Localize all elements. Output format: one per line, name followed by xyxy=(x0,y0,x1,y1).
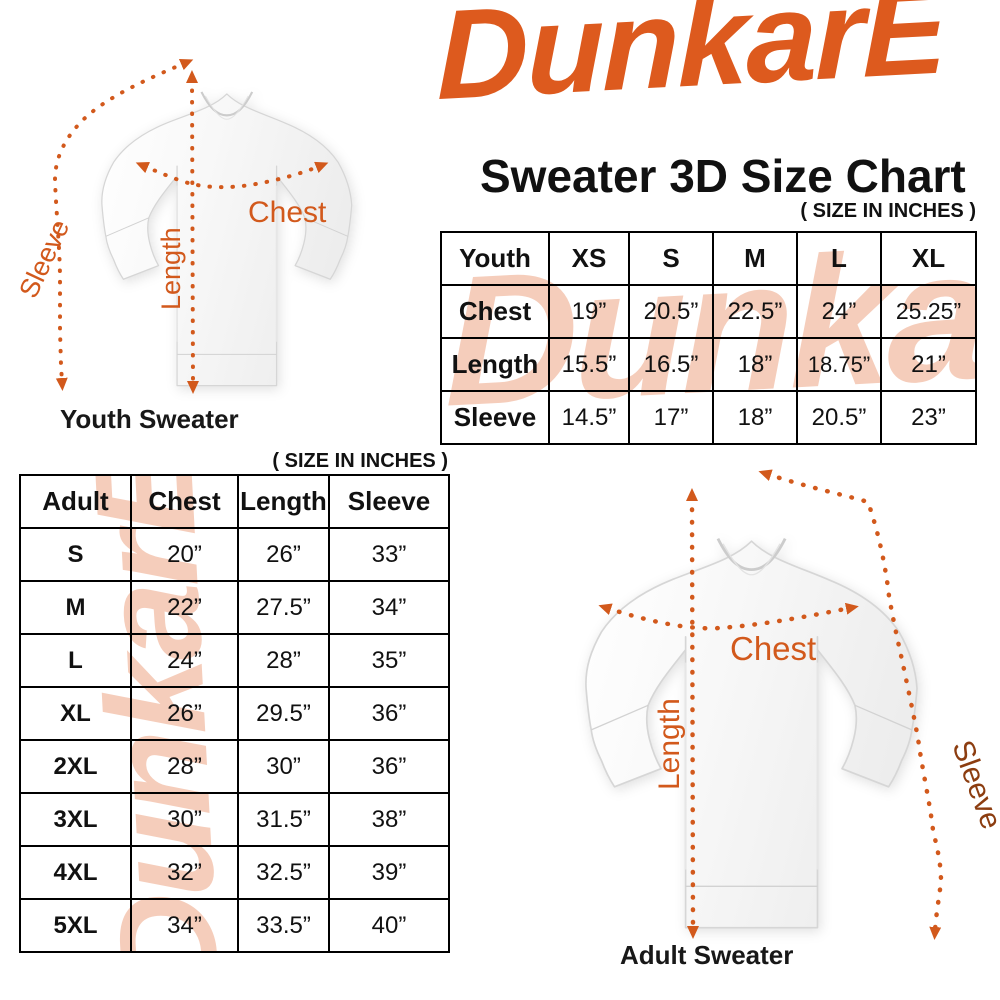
svg-text:DunkarE: DunkarE xyxy=(437,0,950,126)
svg-text:Sweater 3D Size Chart: Sweater 3D Size Chart xyxy=(480,150,966,202)
